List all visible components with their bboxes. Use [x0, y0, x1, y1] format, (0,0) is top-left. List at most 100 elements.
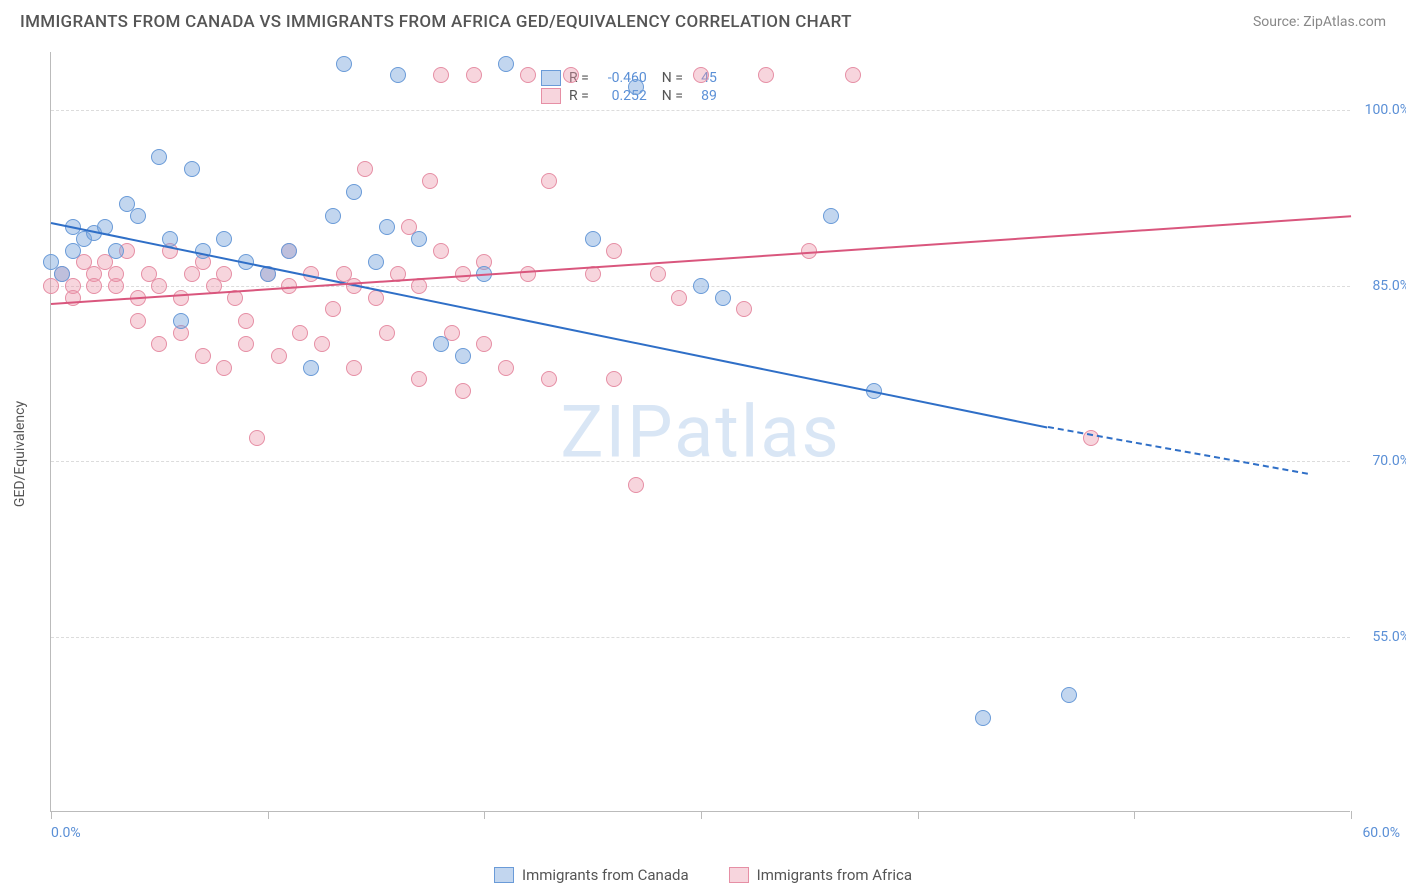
data-point: [184, 161, 200, 177]
data-point: [455, 383, 471, 399]
x-tick: [701, 811, 702, 819]
data-point: [466, 67, 482, 83]
legend-item-a: Immigrants from Canada: [494, 866, 689, 884]
gridline: [51, 461, 1350, 462]
data-point: [411, 371, 427, 387]
data-point: [86, 278, 102, 294]
bottom-legend: Immigrants from Canada Immigrants from A…: [0, 866, 1406, 884]
data-point: [823, 208, 839, 224]
data-point: [433, 67, 449, 83]
data-point: [498, 56, 514, 72]
data-point: [151, 336, 167, 352]
data-point: [130, 313, 146, 329]
data-point: [671, 290, 687, 306]
data-point: [433, 243, 449, 259]
data-point: [563, 67, 579, 83]
data-point: [238, 336, 254, 352]
data-point: [216, 360, 232, 376]
data-point: [606, 371, 622, 387]
data-point: [585, 231, 601, 247]
data-point: [357, 161, 373, 177]
data-point: [650, 266, 666, 282]
data-point: [151, 278, 167, 294]
n-value-b: 89: [691, 88, 717, 104]
data-point: [520, 266, 536, 282]
y-axis-title: GED/Equivalency: [12, 401, 28, 507]
y-tick-label: 100.0%: [1365, 102, 1406, 118]
legend-item-b: Immigrants from Africa: [729, 866, 912, 884]
x-tick-label: 0.0%: [51, 825, 81, 841]
swatch-a-icon: [494, 867, 514, 883]
data-point: [325, 208, 341, 224]
trend-line: [51, 222, 1048, 429]
data-point: [130, 208, 146, 224]
data-point: [108, 243, 124, 259]
swatch-b-icon: [541, 88, 561, 104]
x-tick: [484, 811, 485, 819]
data-point: [541, 173, 557, 189]
x-tick: [918, 811, 919, 819]
data-point: [336, 56, 352, 72]
data-point: [693, 278, 709, 294]
x-tick: [1351, 811, 1352, 819]
x-tick: [1134, 811, 1135, 819]
data-point: [455, 348, 471, 364]
r-label: R =: [569, 88, 589, 104]
data-point: [541, 371, 557, 387]
data-point: [271, 348, 287, 364]
data-point: [249, 430, 265, 446]
data-point: [238, 313, 254, 329]
data-point: [325, 301, 341, 317]
data-point: [628, 79, 644, 95]
data-point: [195, 348, 211, 364]
x-tick: [51, 811, 52, 819]
gridline: [51, 110, 1350, 111]
data-point: [346, 360, 362, 376]
chart-plot-area: ZIPatlas R = -0.460 N = 45 R = 0.252 N =…: [50, 52, 1350, 812]
data-point: [758, 67, 774, 83]
legend-label-a: Immigrants from Canada: [522, 866, 689, 884]
data-point: [216, 266, 232, 282]
x-tick-label: 60.0%: [1362, 825, 1400, 841]
data-point: [520, 67, 536, 83]
legend-label-b: Immigrants from Africa: [757, 866, 912, 884]
data-point: [693, 67, 709, 83]
swatch-b-icon: [729, 867, 749, 883]
gridline: [51, 637, 1350, 638]
data-point: [606, 243, 622, 259]
swatch-a-icon: [541, 70, 561, 86]
data-point: [715, 290, 731, 306]
data-point: [736, 301, 752, 317]
data-point: [281, 243, 297, 259]
n-label: N =: [655, 88, 683, 104]
n-label: N =: [655, 70, 683, 86]
y-tick-label: 70.0%: [1372, 453, 1406, 469]
data-point: [379, 219, 395, 235]
y-tick-label: 55.0%: [1372, 629, 1406, 645]
data-point: [628, 477, 644, 493]
source-label: Source: ZipAtlas.com: [1253, 14, 1386, 30]
data-point: [216, 231, 232, 247]
data-point: [390, 67, 406, 83]
data-point: [108, 266, 124, 282]
data-point: [368, 254, 384, 270]
data-point: [173, 313, 189, 329]
data-point: [476, 336, 492, 352]
data-point: [845, 67, 861, 83]
chart-title: IMMIGRANTS FROM CANADA VS IMMIGRANTS FRO…: [20, 12, 852, 32]
data-point: [54, 266, 70, 282]
data-point: [422, 173, 438, 189]
data-point: [433, 336, 449, 352]
data-point: [173, 290, 189, 306]
data-point: [379, 325, 395, 341]
data-point: [1061, 687, 1077, 703]
data-point: [975, 710, 991, 726]
data-point: [498, 360, 514, 376]
data-point: [411, 231, 427, 247]
data-point: [314, 336, 330, 352]
y-tick-label: 85.0%: [1372, 278, 1406, 294]
data-point: [303, 360, 319, 376]
trend-line: [1047, 426, 1307, 475]
data-point: [292, 325, 308, 341]
data-point: [151, 149, 167, 165]
